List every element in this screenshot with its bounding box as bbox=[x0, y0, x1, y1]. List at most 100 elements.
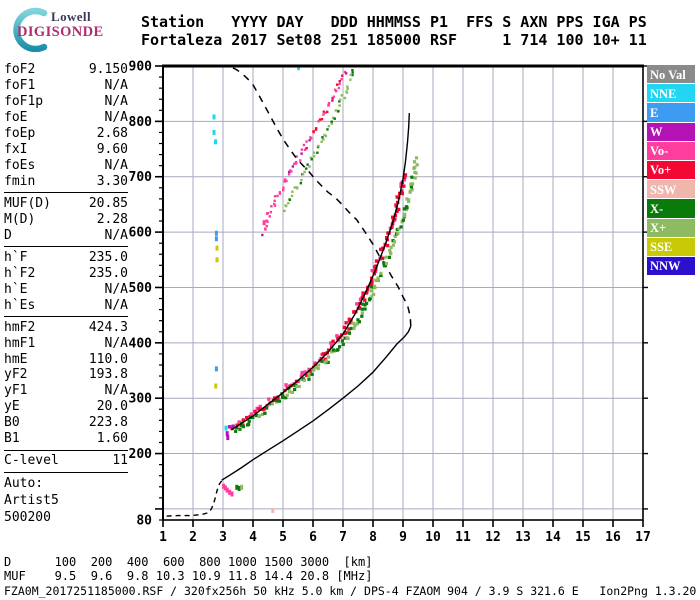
param-label: MUF(D) bbox=[4, 195, 51, 211]
param-row: h`F2 235.0 bbox=[4, 266, 128, 282]
panel-footer-line: 500200 bbox=[4, 510, 51, 526]
param-value: N/A bbox=[104, 383, 128, 399]
y-axis-label: 900 bbox=[129, 60, 153, 75]
param-row: B1 1.60 bbox=[4, 431, 128, 447]
param-label: foF2 bbox=[4, 62, 36, 77]
y-axis-label: 200 bbox=[129, 447, 153, 462]
status-line: FZA0M_2017251185000.RSF / 320fx256h 50 k… bbox=[4, 584, 697, 598]
param-label: M(D) bbox=[4, 211, 36, 227]
param-row: hmF1 N/A bbox=[4, 336, 128, 352]
parameter-panel: foF2 9.150 foF1 N/A foF1p N/A foE N/A foEp 2.68 fx… bbox=[4, 62, 128, 526]
legend-item-sse: SSE bbox=[647, 237, 695, 256]
param-value: 9.150 bbox=[88, 62, 128, 77]
legend-item-vo-: Vo- bbox=[647, 141, 695, 160]
param-label: foF1 bbox=[4, 77, 36, 93]
param-label: hmF1 bbox=[4, 335, 36, 351]
param-label: foEs bbox=[4, 157, 36, 173]
x-axis-label: 16 bbox=[605, 530, 621, 545]
x-axis-label: 7 bbox=[339, 530, 347, 545]
legend-item-noval: No Val bbox=[647, 65, 695, 84]
param-value: 20.0 bbox=[96, 399, 128, 415]
param-label: foEp bbox=[4, 125, 36, 141]
param-row: foEs N/A bbox=[4, 158, 128, 174]
param-value: 11 bbox=[112, 453, 128, 469]
logo-lowell-text: Lowell bbox=[51, 9, 91, 24]
panel-divider bbox=[4, 316, 128, 318]
y-axis-label: 600 bbox=[129, 226, 153, 241]
param-row: D N/A bbox=[4, 228, 128, 244]
x-axis-label: 12 bbox=[485, 530, 501, 545]
y-axis-label: 700 bbox=[129, 170, 153, 185]
param-label: foE bbox=[4, 109, 28, 125]
axis-ticks bbox=[155, 65, 648, 527]
param-label: hmE bbox=[4, 351, 28, 367]
param-value: 2.68 bbox=[96, 125, 128, 141]
legend-item-nne: NNE bbox=[647, 84, 695, 103]
param-row: foF2 9.150 bbox=[4, 62, 128, 78]
y-axis-label: 400 bbox=[129, 336, 153, 351]
x-axis-label: 3 bbox=[219, 530, 227, 545]
panel-footer-line: Auto: bbox=[4, 476, 44, 492]
panel-divider bbox=[4, 449, 128, 451]
param-row: fmin 3.30 bbox=[4, 174, 128, 190]
x-axis-label: 17 bbox=[635, 530, 651, 545]
param-row: C-level 11 bbox=[4, 453, 128, 469]
param-value: N/A bbox=[104, 157, 128, 173]
param-value: N/A bbox=[104, 93, 128, 109]
param-value: N/A bbox=[104, 281, 128, 297]
legend-item-x+: X+ bbox=[647, 218, 695, 237]
param-row: yF1 N/A bbox=[4, 383, 128, 399]
param-value: 3.30 bbox=[96, 173, 128, 189]
param-value: N/A bbox=[104, 335, 128, 351]
param-row: fxI 9.60 bbox=[4, 142, 128, 158]
header-column-titles: Station YYYY DAY DDD HHMMSS P1 FFS S AXN… bbox=[141, 13, 647, 31]
legend-item-w: W bbox=[647, 122, 695, 141]
x-axis-label: 2 bbox=[189, 530, 197, 545]
param-row: M(D) 2.28 bbox=[4, 212, 128, 228]
logo-arc-icon bbox=[13, 7, 48, 52]
param-value: N/A bbox=[104, 77, 128, 93]
param-value: N/A bbox=[104, 109, 128, 125]
y-axis-label: 500 bbox=[129, 281, 153, 296]
x-axis-label: 1 bbox=[159, 530, 167, 545]
param-row: hmF2 424.3 bbox=[4, 320, 128, 336]
param-value: 1.60 bbox=[96, 431, 128, 447]
param-label: h`Es bbox=[4, 297, 36, 313]
legend-item-nnw: NNW bbox=[647, 256, 695, 276]
traces bbox=[166, 66, 419, 517]
param-row: foF1p N/A bbox=[4, 94, 128, 110]
legend-item-vo+: Vo+ bbox=[647, 160, 695, 180]
param-label: D bbox=[4, 227, 12, 243]
param-label: B0 bbox=[4, 415, 20, 431]
y-axis-label: 800 bbox=[129, 115, 153, 130]
param-label: h`F bbox=[4, 249, 28, 265]
param-value: 20.85 bbox=[88, 195, 128, 211]
x-axis-label: 6 bbox=[309, 530, 317, 545]
param-value: 223.8 bbox=[88, 415, 128, 431]
panel-divider bbox=[4, 471, 128, 473]
legend-item-e: E bbox=[647, 103, 695, 122]
distance-row: D 100 200 400 600 800 1000 1500 3000 [km… bbox=[4, 555, 373, 569]
x-axis-label: 4 bbox=[249, 530, 257, 545]
param-label: C-level bbox=[4, 453, 59, 469]
y-axis-label: 300 bbox=[129, 392, 153, 407]
param-label: foF1p bbox=[4, 93, 44, 109]
x-axis-label: 10 bbox=[425, 530, 441, 545]
param-label: hmF2 bbox=[4, 319, 36, 335]
x-axis-label: 9 bbox=[399, 530, 407, 545]
legend-item-ssw: SSW bbox=[647, 180, 695, 199]
y-axis-label: 80 bbox=[136, 514, 152, 529]
x-axis-label: 11 bbox=[455, 530, 471, 545]
param-label: yE bbox=[4, 399, 20, 415]
param-row: foE N/A bbox=[4, 110, 128, 126]
x-axis-label: 5 bbox=[279, 530, 287, 545]
muf-row: MUF 9.5 9.6 9.8 10.3 10.9 11.8 14.4 20.8… bbox=[4, 569, 373, 583]
param-row: foEp 2.68 bbox=[4, 126, 128, 142]
panel-divider bbox=[4, 192, 128, 194]
param-row: h`E N/A bbox=[4, 282, 128, 298]
param-value: 235.0 bbox=[88, 265, 128, 281]
param-row: h`F 235.0 bbox=[4, 250, 128, 266]
x-axis-label: 8 bbox=[369, 530, 377, 545]
